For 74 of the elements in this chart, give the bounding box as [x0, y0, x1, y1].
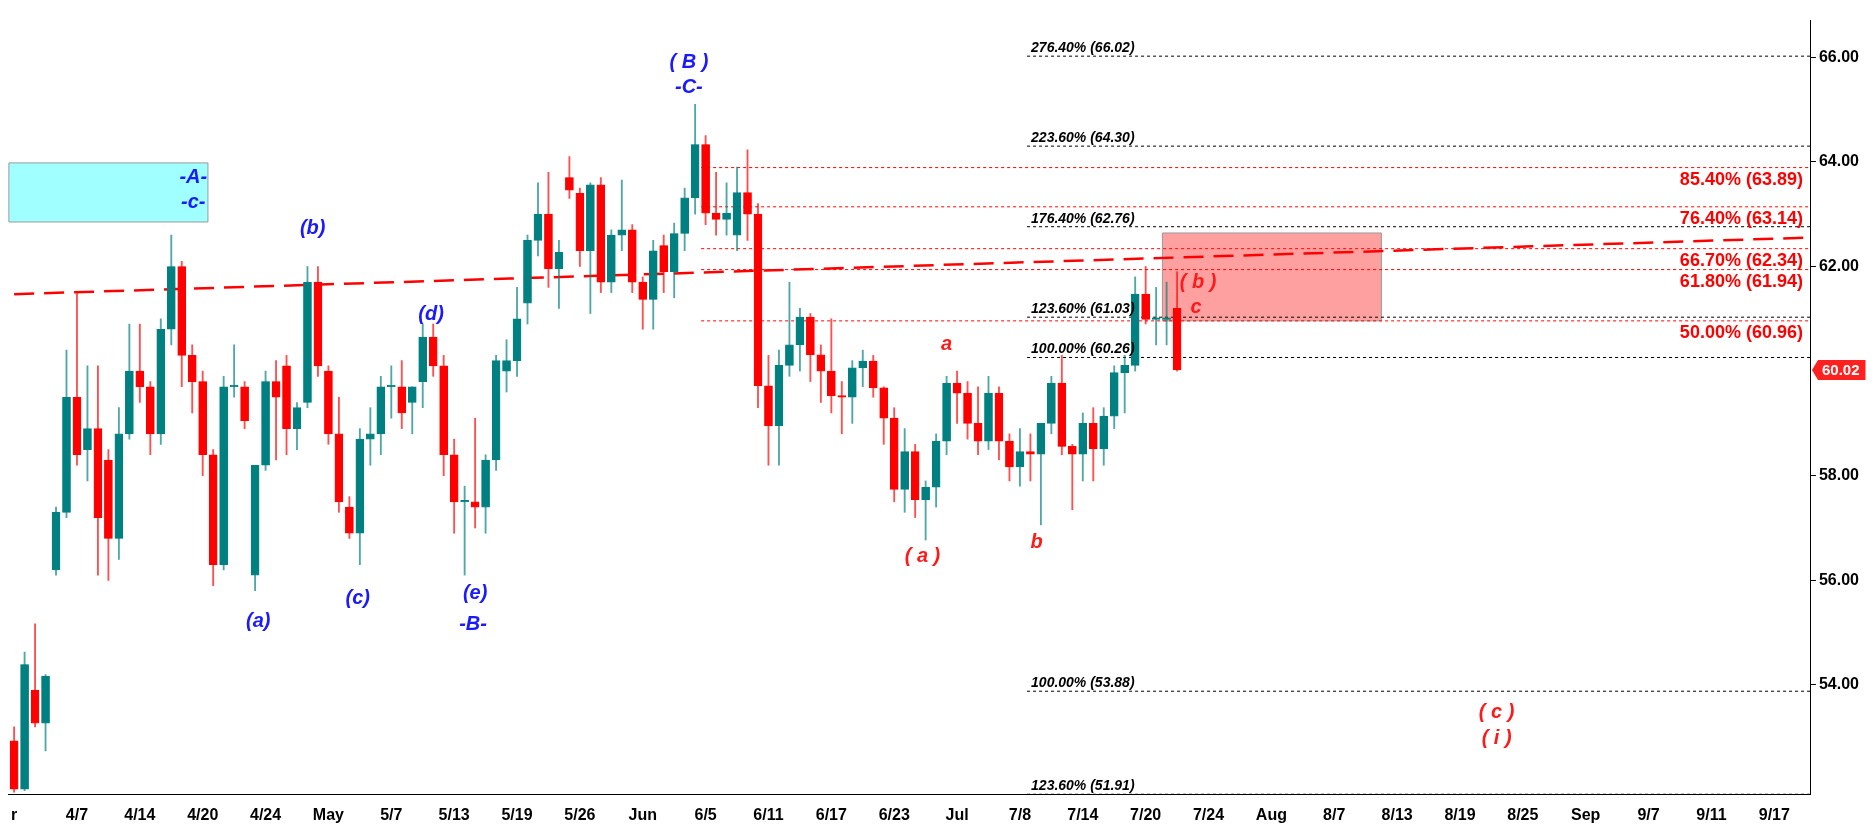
x-tick-label: Aug [1255, 805, 1287, 823]
annotation: -B- [459, 612, 488, 635]
x-tick-label: 5/19 [501, 805, 533, 823]
x-tick-label: 9/7 [1637, 805, 1660, 823]
x-tick-label: Jun [628, 805, 657, 823]
ref-line-label: 123.60% (51.91) [1031, 777, 1135, 794]
annotation: ( B ) [669, 50, 709, 73]
text: 60.02 [1821, 361, 1860, 379]
candlestick [1151, 287, 1161, 346]
annotation: (a) [246, 608, 271, 631]
annotation: a [941, 332, 953, 355]
annotation: (d) [418, 301, 445, 324]
x-tick-label: r [11, 805, 18, 823]
x-tick-label: Sep [1571, 805, 1601, 823]
ref-line-label: 50.00% (60.96) [1679, 321, 1803, 342]
x-tick-label: 6/23 [878, 805, 910, 823]
annotation: -C- [674, 75, 704, 98]
x-tick-label: 7/20 [1130, 805, 1162, 823]
annotation: -c- [181, 190, 206, 213]
x-tick-label: 9/17 [1758, 805, 1790, 823]
candlestick [470, 417, 480, 529]
x-tick-label: Jul [945, 805, 969, 823]
x-tick-label: 8/7 [1323, 805, 1346, 823]
ref-line-label: 100.00% (53.88) [1031, 674, 1135, 691]
y-tick-label: 54.00 [1818, 675, 1860, 693]
x-tick-label: 8/25 [1507, 805, 1539, 823]
x-tick-label: 5/7 [380, 805, 403, 823]
x-tick-label: 8/19 [1444, 805, 1476, 823]
ref-line-label: 66.70% (62.34) [1679, 249, 1803, 270]
x-tick-label: 4/24 [250, 805, 282, 823]
y-tick-label: 62.00 [1818, 256, 1860, 274]
annotation: ( b ) [1179, 270, 1217, 293]
ref-line-label: 61.80% (61.94) [1679, 270, 1803, 291]
annotation: (c) [345, 586, 371, 609]
x-tick-label: 6/5 [694, 805, 717, 823]
y-tick-label: 64.00 [1818, 152, 1860, 170]
candlestick [366, 407, 375, 466]
annotation: (e) [462, 580, 488, 603]
candlestick [1026, 433, 1035, 482]
annotation: ( c ) [1478, 700, 1515, 723]
x-tick-label: 8/13 [1381, 805, 1413, 823]
x-tick-label: 7/14 [1067, 805, 1099, 823]
candlestick [711, 171, 721, 236]
ref-line-label: 176.40% (62.76) [1031, 209, 1135, 226]
x-tick-label: 7/24 [1192, 805, 1225, 823]
annotation: ( i ) [1481, 725, 1512, 748]
x-tick-label: 4/7 [65, 805, 89, 823]
annotation: c [1190, 294, 1202, 317]
annotation: b [1030, 529, 1043, 552]
x-tick-label: 7/8 [1008, 805, 1032, 823]
annotation: ( a ) [904, 544, 941, 567]
x-tick-label: 6/17 [815, 805, 848, 823]
candlestick [386, 365, 396, 419]
x-tick-label: 9/11 [1696, 805, 1727, 823]
x-tick-label: 5/13 [438, 805, 470, 823]
x-tick-label: 5/26 [564, 805, 596, 823]
y-tick-label: 56.00 [1818, 570, 1860, 588]
candlestick [617, 179, 627, 252]
ref-line-label: 85.40% (63.89) [1679, 168, 1803, 189]
annotation: (b) [299, 215, 326, 238]
x-tick-label: 4/20 [187, 805, 219, 823]
x-tick-label: 4/14 [124, 805, 156, 823]
candlestick [837, 381, 847, 435]
x-tick-label: 6/11 [753, 805, 784, 823]
candlestick [460, 485, 469, 576]
ref-line-label: 223.60% (64.30) [1030, 129, 1135, 146]
y-tick-label: 58.00 [1818, 466, 1860, 484]
candlestick [1162, 281, 1171, 346]
candlestick [229, 344, 239, 398]
x-tick-label: May [312, 805, 345, 823]
ref-line-label: 76.40% (63.14) [1679, 207, 1803, 228]
annotation: -A- [179, 164, 208, 187]
ref-line-label: 276.40% (66.02) [1030, 39, 1135, 56]
y-tick-label: 66.00 [1818, 47, 1860, 65]
